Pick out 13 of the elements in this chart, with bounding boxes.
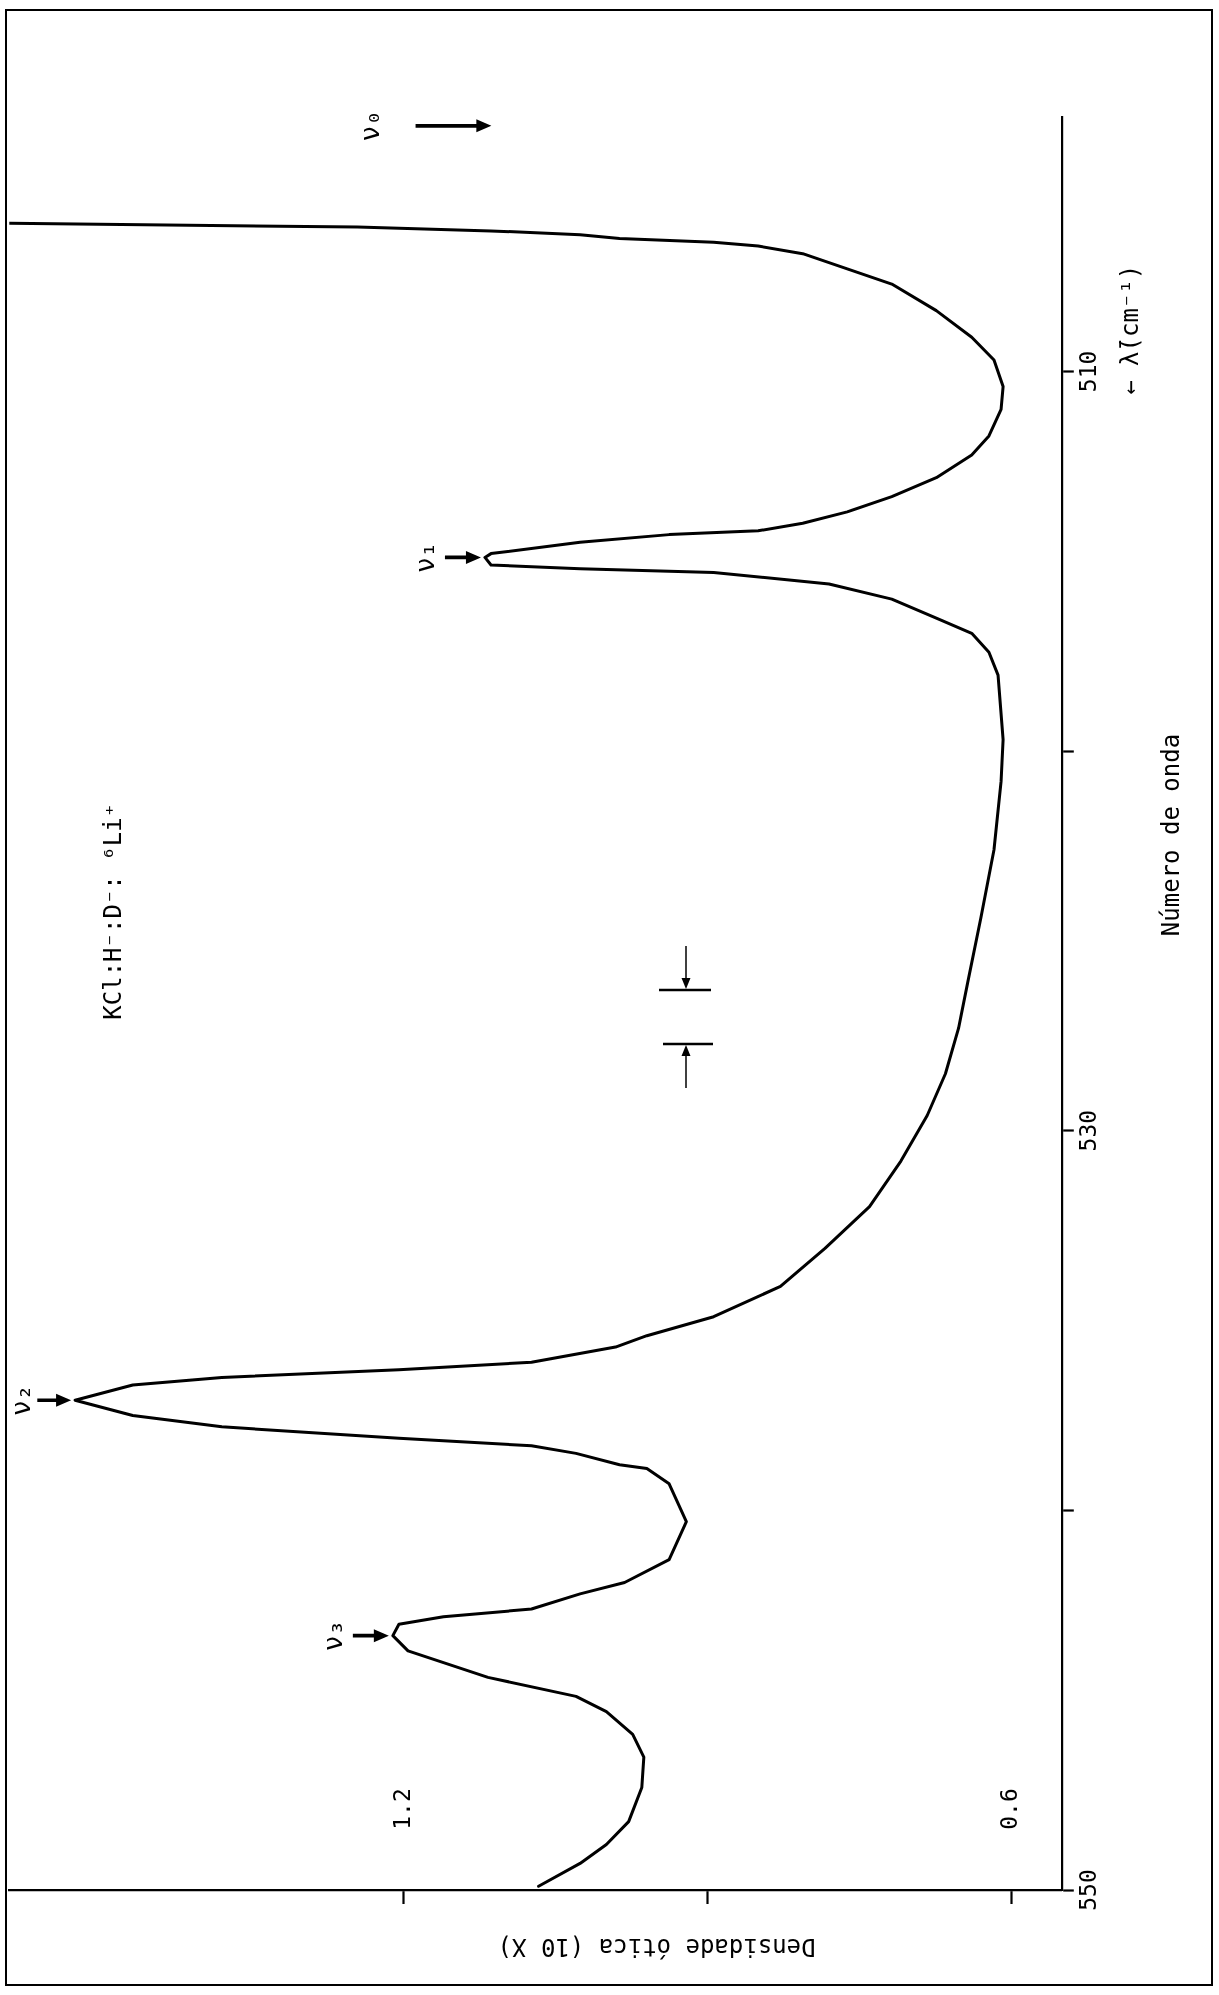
- y-tick-label: 510: [1074, 350, 1101, 393]
- annotation: ν₀: [355, 110, 386, 142]
- y-axis-title: Número de onda: [1157, 733, 1186, 937]
- x-axis-title: Densidade ótica (10 X): [497, 1932, 816, 1961]
- annotation: ν₁: [409, 541, 440, 574]
- text: ← λ̄(cm⁻¹): [1116, 264, 1145, 395]
- x-tick-label: 0.6: [996, 1788, 1023, 1830]
- text: KCl:H⁻:D⁻: ⁶Li⁺: [98, 802, 127, 1020]
- x-tick-label: 1.2: [388, 1788, 415, 1830]
- annotation: ν₃: [317, 1619, 348, 1652]
- annotation: ν₂: [6, 1384, 37, 1416]
- y-tick-label: 550: [1074, 1869, 1101, 1911]
- y-tick-label: 530: [1074, 1109, 1101, 1152]
